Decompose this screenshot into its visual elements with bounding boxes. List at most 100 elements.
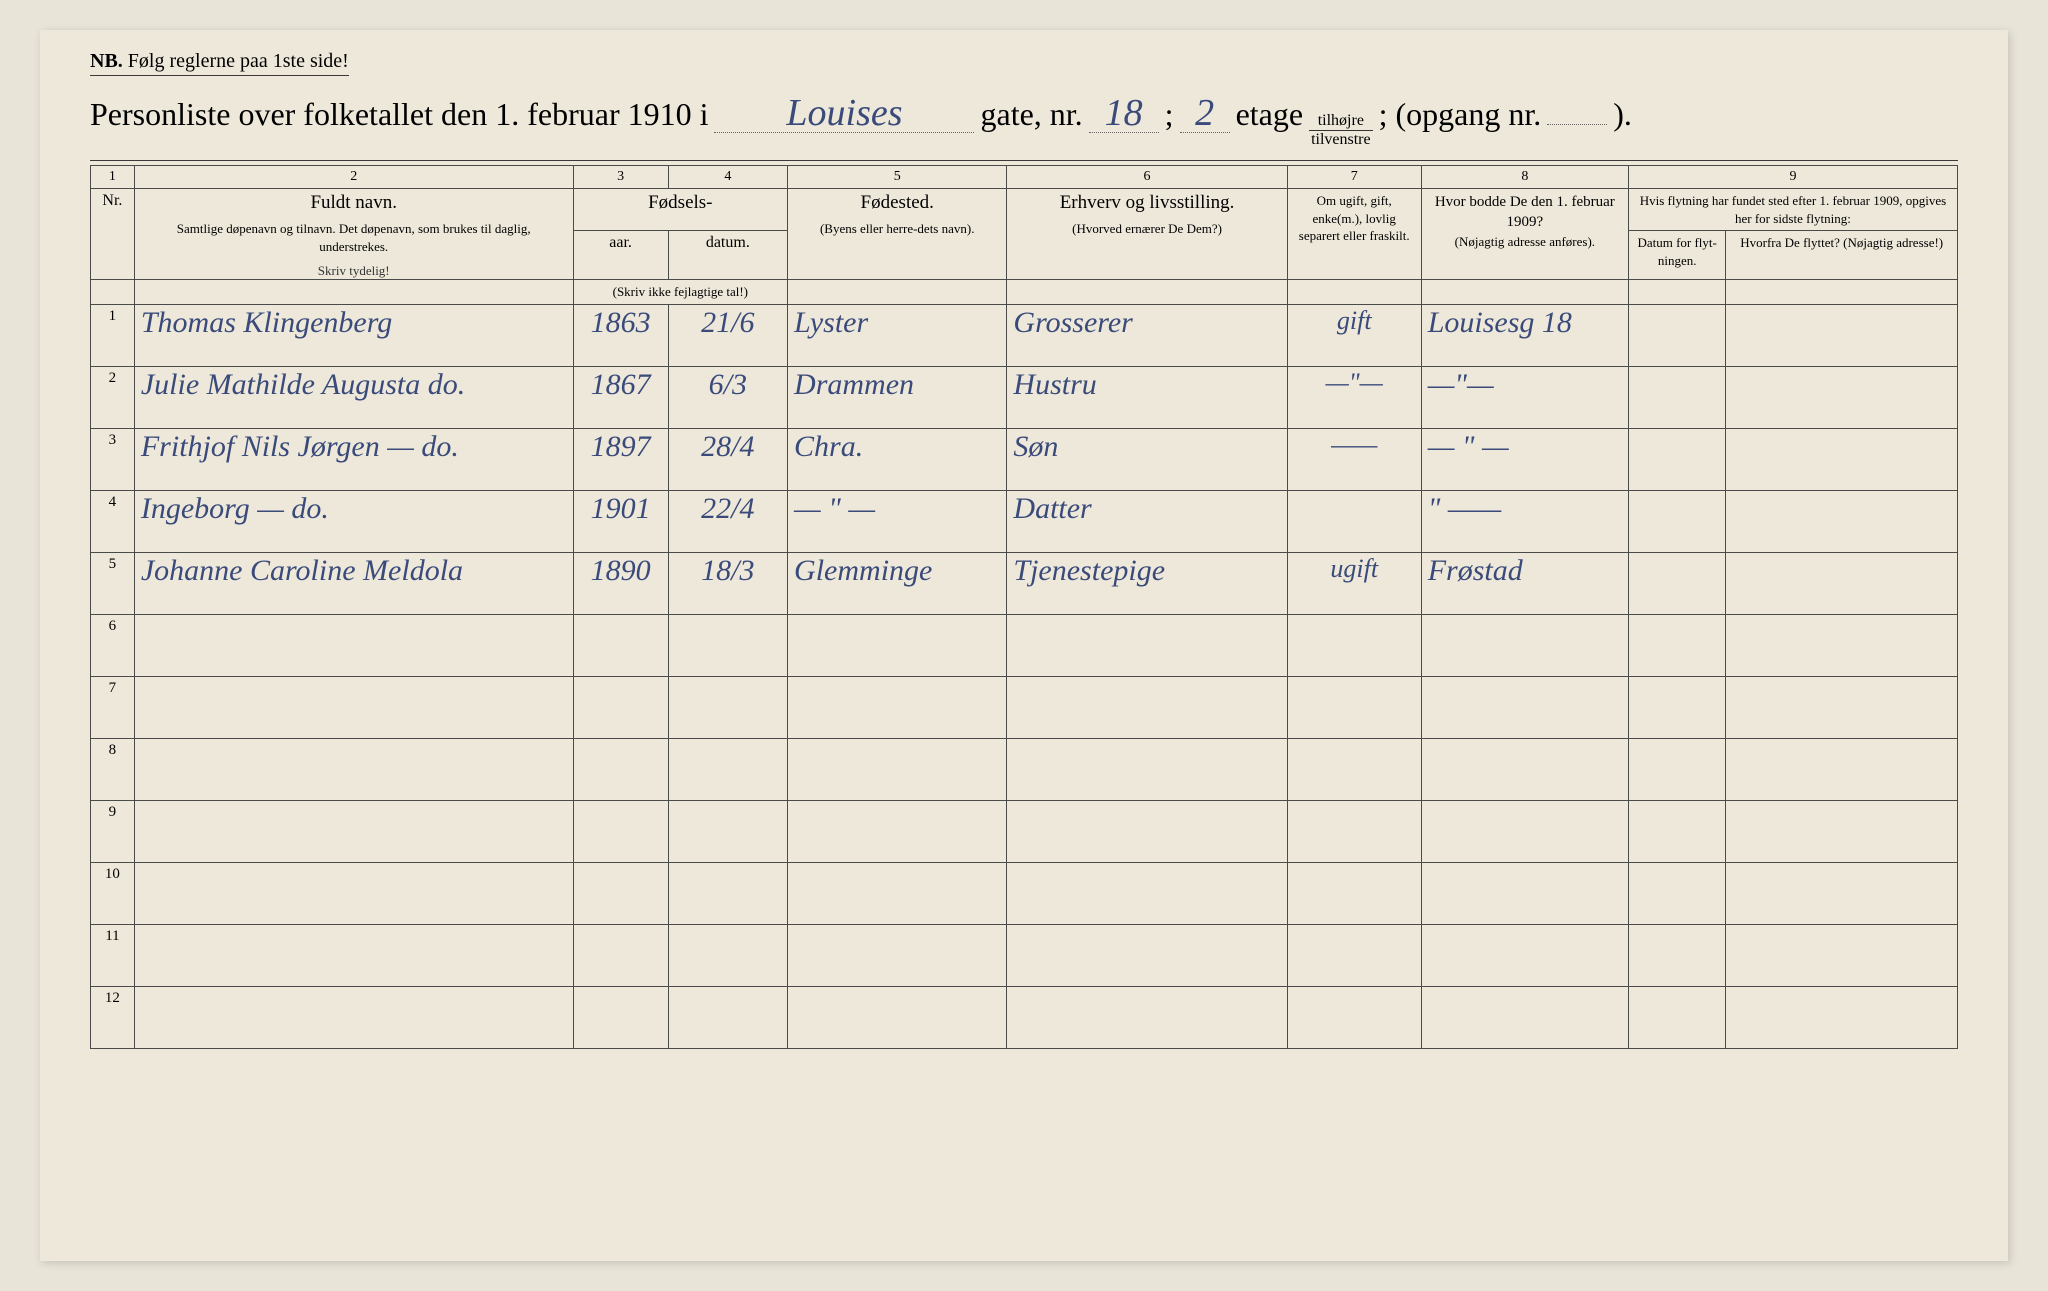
cell-datum bbox=[668, 986, 787, 1048]
side-bot: tilvenstre bbox=[1309, 131, 1373, 149]
table-row: 11 bbox=[91, 924, 1958, 986]
header-fodested: Fødested. (Byens eller herre-dets navn). bbox=[788, 189, 1007, 280]
table-row: 10 bbox=[91, 862, 1958, 924]
cell-flyt-hvorfra bbox=[1726, 552, 1958, 614]
nb-instruction: NB. Følg reglerne paa 1ste side! bbox=[90, 50, 349, 76]
cell-erhverv: Tjenestepige bbox=[1007, 552, 1287, 614]
cell-civil bbox=[1287, 676, 1421, 738]
header-civil: Om ugift, gift, enke(m.), lovlig separer… bbox=[1287, 189, 1421, 280]
row-number: 7 bbox=[91, 676, 135, 738]
cell-flyt-datum bbox=[1628, 800, 1725, 862]
colnum: 2 bbox=[134, 166, 573, 189]
cell-erhverv bbox=[1007, 676, 1287, 738]
cell-civil bbox=[1287, 614, 1421, 676]
cell-aar bbox=[573, 800, 668, 862]
cell-flyt-datum bbox=[1628, 676, 1725, 738]
header-name: Fuldt navn. Samtlige døpenavn og tilnavn… bbox=[134, 189, 573, 280]
cell-civil: —— bbox=[1287, 428, 1421, 490]
cell-datum bbox=[668, 614, 787, 676]
colnum: 9 bbox=[1628, 166, 1957, 189]
cell-aar: 1901 bbox=[573, 490, 668, 552]
nb-text: Følg reglerne paa 1ste side! bbox=[128, 50, 349, 72]
cell-addr1909: Frøstad bbox=[1421, 552, 1628, 614]
cell-datum: 21/6 bbox=[668, 304, 787, 366]
colnum: 8 bbox=[1421, 166, 1628, 189]
gate-nr: 18 bbox=[1089, 94, 1159, 133]
cell-datum bbox=[668, 738, 787, 800]
cell-name: Thomas Klingenberg bbox=[134, 304, 573, 366]
colnum: 4 bbox=[668, 166, 787, 189]
cell-addr1909 bbox=[1421, 676, 1628, 738]
cell-erhverv: Datter bbox=[1007, 490, 1287, 552]
cell-addr1909 bbox=[1421, 862, 1628, 924]
table-row: 7 bbox=[91, 676, 1958, 738]
title-close: ). bbox=[1613, 96, 1632, 133]
cell-addr1909: Louisesg 18 bbox=[1421, 304, 1628, 366]
column-number-row: 1 2 3 4 5 6 7 8 9 bbox=[91, 166, 1958, 189]
row-number: 8 bbox=[91, 738, 135, 800]
cell-flyt-hvorfra bbox=[1726, 800, 1958, 862]
cell-fodested: Chra. bbox=[788, 428, 1007, 490]
cell-flyt-datum bbox=[1628, 304, 1725, 366]
header-flyt-datum: Datum for flyt-ningen. bbox=[1628, 231, 1725, 280]
cell-fodested bbox=[788, 986, 1007, 1048]
row-number: 3 bbox=[91, 428, 135, 490]
cell-name bbox=[134, 862, 573, 924]
header-row-1: Nr. Fuldt navn. Samtlige døpenavn og til… bbox=[91, 189, 1958, 231]
header-nr: Nr. bbox=[91, 189, 135, 280]
etage-nr: 2 bbox=[1180, 94, 1230, 133]
cell-aar: 1863 bbox=[573, 304, 668, 366]
cell-erhverv: Hustru bbox=[1007, 366, 1287, 428]
header-flytning: Hvis flytning har fundet sted efter 1. f… bbox=[1628, 189, 1957, 231]
cell-datum: 28/4 bbox=[668, 428, 787, 490]
header-datum: datum. bbox=[668, 231, 787, 280]
cell-name: Julie Mathilde Augusta do. bbox=[134, 366, 573, 428]
cell-civil bbox=[1287, 738, 1421, 800]
cell-flyt-datum bbox=[1628, 862, 1725, 924]
cell-addr1909: " —— bbox=[1421, 490, 1628, 552]
cell-name bbox=[134, 676, 573, 738]
cell-aar bbox=[573, 986, 668, 1048]
table-row: 3Frithjof Nils Jørgen — do.189728/4Chra.… bbox=[91, 428, 1958, 490]
cell-aar: 1867 bbox=[573, 366, 668, 428]
cell-fodested: Lyster bbox=[788, 304, 1007, 366]
header-addr1909: Hvor bodde De den 1. februar 1909? (Nøja… bbox=[1421, 189, 1628, 280]
cell-addr1909 bbox=[1421, 738, 1628, 800]
cell-aar bbox=[573, 862, 668, 924]
cell-erhverv bbox=[1007, 862, 1287, 924]
row-number: 4 bbox=[91, 490, 135, 552]
cell-name bbox=[134, 738, 573, 800]
cell-civil bbox=[1287, 924, 1421, 986]
etage-label: etage bbox=[1236, 96, 1304, 133]
data-rows: 1Thomas Klingenberg186321/6LysterGrosser… bbox=[91, 304, 1958, 1048]
header-flyt-hvorfra: Hvorfra De flyttet? (Nøjagtig adresse!) bbox=[1726, 231, 1958, 280]
cell-fodested: Glemminge bbox=[788, 552, 1007, 614]
cell-civil bbox=[1287, 986, 1421, 1048]
table-row: 12 bbox=[91, 986, 1958, 1048]
cell-flyt-datum bbox=[1628, 614, 1725, 676]
colnum: 5 bbox=[788, 166, 1007, 189]
cell-erhverv bbox=[1007, 614, 1287, 676]
cell-aar bbox=[573, 614, 668, 676]
cell-erhverv bbox=[1007, 800, 1287, 862]
side-fraction: tilhøjre tilvenstre bbox=[1309, 112, 1373, 148]
cell-fodested bbox=[788, 738, 1007, 800]
cell-flyt-hvorfra bbox=[1726, 924, 1958, 986]
table-row: 5Johanne Caroline Meldola189018/3Glemmin… bbox=[91, 552, 1958, 614]
cell-flyt-hvorfra bbox=[1726, 366, 1958, 428]
cell-flyt-hvorfra bbox=[1726, 428, 1958, 490]
cell-datum bbox=[668, 676, 787, 738]
cell-flyt-hvorfra bbox=[1726, 738, 1958, 800]
cell-datum: 22/4 bbox=[668, 490, 787, 552]
header-aar: aar. x bbox=[573, 231, 668, 280]
cell-flyt-datum bbox=[1628, 738, 1725, 800]
row-number: 5 bbox=[91, 552, 135, 614]
cell-civil: gift bbox=[1287, 304, 1421, 366]
header-erhverv: Erhverv og livsstilling. (Hvorved ernære… bbox=[1007, 189, 1287, 280]
row-number: 12 bbox=[91, 986, 135, 1048]
cell-civil bbox=[1287, 800, 1421, 862]
cell-flyt-hvorfra bbox=[1726, 614, 1958, 676]
cell-flyt-hvorfra bbox=[1726, 676, 1958, 738]
cell-civil: —"— bbox=[1287, 366, 1421, 428]
separator: ; bbox=[1165, 96, 1174, 133]
